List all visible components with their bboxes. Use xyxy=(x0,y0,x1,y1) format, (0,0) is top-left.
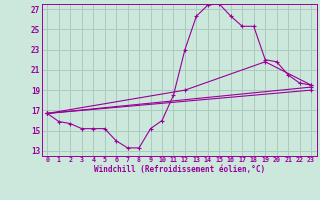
X-axis label: Windchill (Refroidissement éolien,°C): Windchill (Refroidissement éolien,°C) xyxy=(94,165,265,174)
